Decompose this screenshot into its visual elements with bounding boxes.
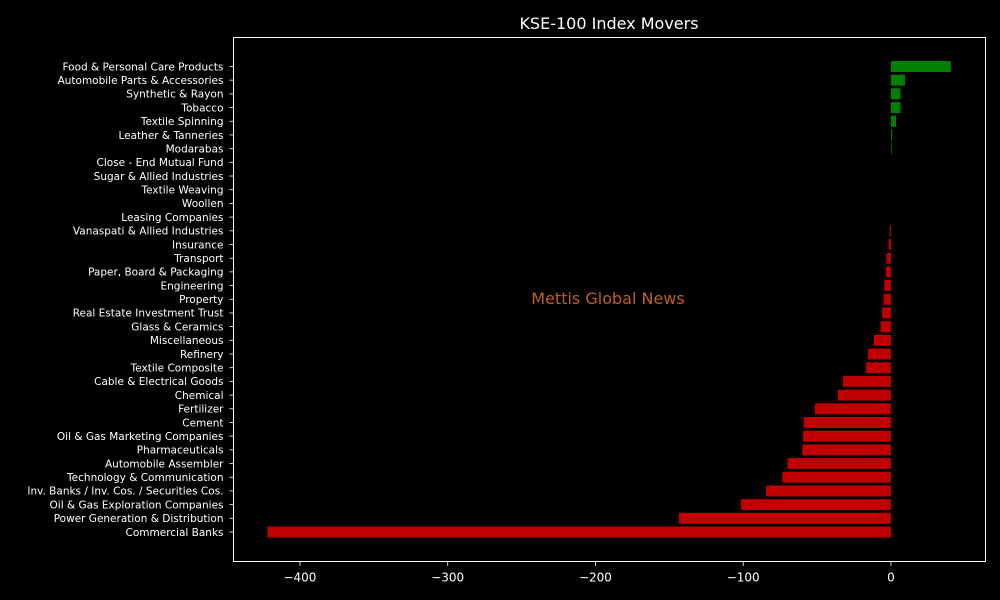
bar-positive <box>890 74 905 86</box>
category-label: Glass & Ceramics <box>131 321 223 333</box>
bar-negative <box>873 334 891 346</box>
bar-positive <box>890 102 901 114</box>
category-label: Insurance <box>172 239 224 251</box>
category-label: Commercial Banks <box>126 527 224 539</box>
category-label: Property <box>179 294 223 306</box>
category-label: Tobacco <box>180 102 223 114</box>
bar-negative <box>782 471 891 483</box>
category-label: Chemical <box>175 390 224 402</box>
chart-title: KSE-100 Index Movers <box>519 14 698 33</box>
bar-negative <box>267 526 891 538</box>
category-label: Miscellaneous <box>150 335 224 347</box>
x-axis-ticks: −400 −300 −200 −100 0 <box>283 561 895 585</box>
category-label: Real Estate Investment Trust <box>73 308 224 320</box>
category-label: Inv. Banks / Inv. Cos. / Securities Cos. <box>27 486 223 498</box>
bar-negative <box>883 293 891 305</box>
category-label: Cement <box>182 417 223 429</box>
category-label: Oil & Gas Marketing Companies <box>57 431 224 443</box>
bar-negative <box>787 458 891 470</box>
category-label: Automobile Parts & Accessories <box>58 75 224 87</box>
category-label: Sugar & Allied Industries <box>94 171 224 183</box>
bar-negative <box>766 485 891 497</box>
x-tick-label: −100 <box>727 571 760 585</box>
bar-negative <box>880 321 891 333</box>
bar-positive <box>890 129 893 141</box>
bar-negative <box>803 430 891 442</box>
bar-negative <box>740 499 891 511</box>
x-tick-label: −300 <box>431 571 464 585</box>
category-label: Textile Weaving <box>141 185 224 197</box>
category-label: Modarabas <box>166 143 224 155</box>
category-label: Automobile Assembler <box>105 458 224 470</box>
bar-negative <box>837 389 891 401</box>
category-label: Leather & Tanneries <box>118 130 223 142</box>
bar-negative <box>803 416 891 428</box>
x-tick-label: −200 <box>579 571 612 585</box>
bar-negative <box>678 512 891 524</box>
category-label: Technology & Communication <box>66 472 223 484</box>
category-label: Refinery <box>180 349 224 361</box>
category-label: Woollen <box>182 198 224 210</box>
category-label: Vanaspati & Allied Industries <box>73 226 224 238</box>
bar-positive <box>890 61 951 72</box>
bar-negative <box>885 266 891 278</box>
category-label: Power Generation & Distribution <box>54 513 224 525</box>
x-tick-label: 0 <box>887 571 895 585</box>
category-label: Pharmaceuticals <box>137 445 224 457</box>
bar-negative <box>888 239 891 250</box>
bar-positive <box>890 88 901 100</box>
category-label: Synthetic & Rayon <box>126 89 223 101</box>
bar-negative <box>865 362 891 374</box>
bar-negative <box>882 307 891 319</box>
bar-negative <box>868 348 891 360</box>
category-label: Close - End Mutual Fund <box>97 157 224 169</box>
watermark-text: Mettis Global News <box>531 289 684 308</box>
bar-negative <box>889 225 891 237</box>
category-label: Paper, Board & Packaging <box>88 267 223 279</box>
category-label: Leasing Companies <box>121 212 223 224</box>
category-label: Textile Composite <box>130 363 224 375</box>
category-label: Fertilizer <box>178 404 224 416</box>
category-label: Textile Spinning <box>140 116 224 128</box>
bars-group <box>267 61 951 538</box>
bar-negative <box>884 280 891 292</box>
x-tick-label: −400 <box>283 571 316 585</box>
category-label: Cable & Electrical Goods <box>94 376 223 388</box>
bar-negative <box>814 403 891 415</box>
bar-negative <box>842 375 891 387</box>
bar-negative <box>886 252 891 264</box>
category-label: Food & Personal Care Products <box>62 61 223 73</box>
category-label: Transport <box>173 253 223 265</box>
category-label: Oil & Gas Exploration Companies <box>50 499 224 511</box>
bar-positive <box>890 143 892 155</box>
bar-positive <box>890 115 897 127</box>
category-labels: Food & Personal Care Products Automobile … <box>27 61 234 539</box>
bar-negative <box>802 444 891 456</box>
category-label: Engineering <box>161 280 224 292</box>
